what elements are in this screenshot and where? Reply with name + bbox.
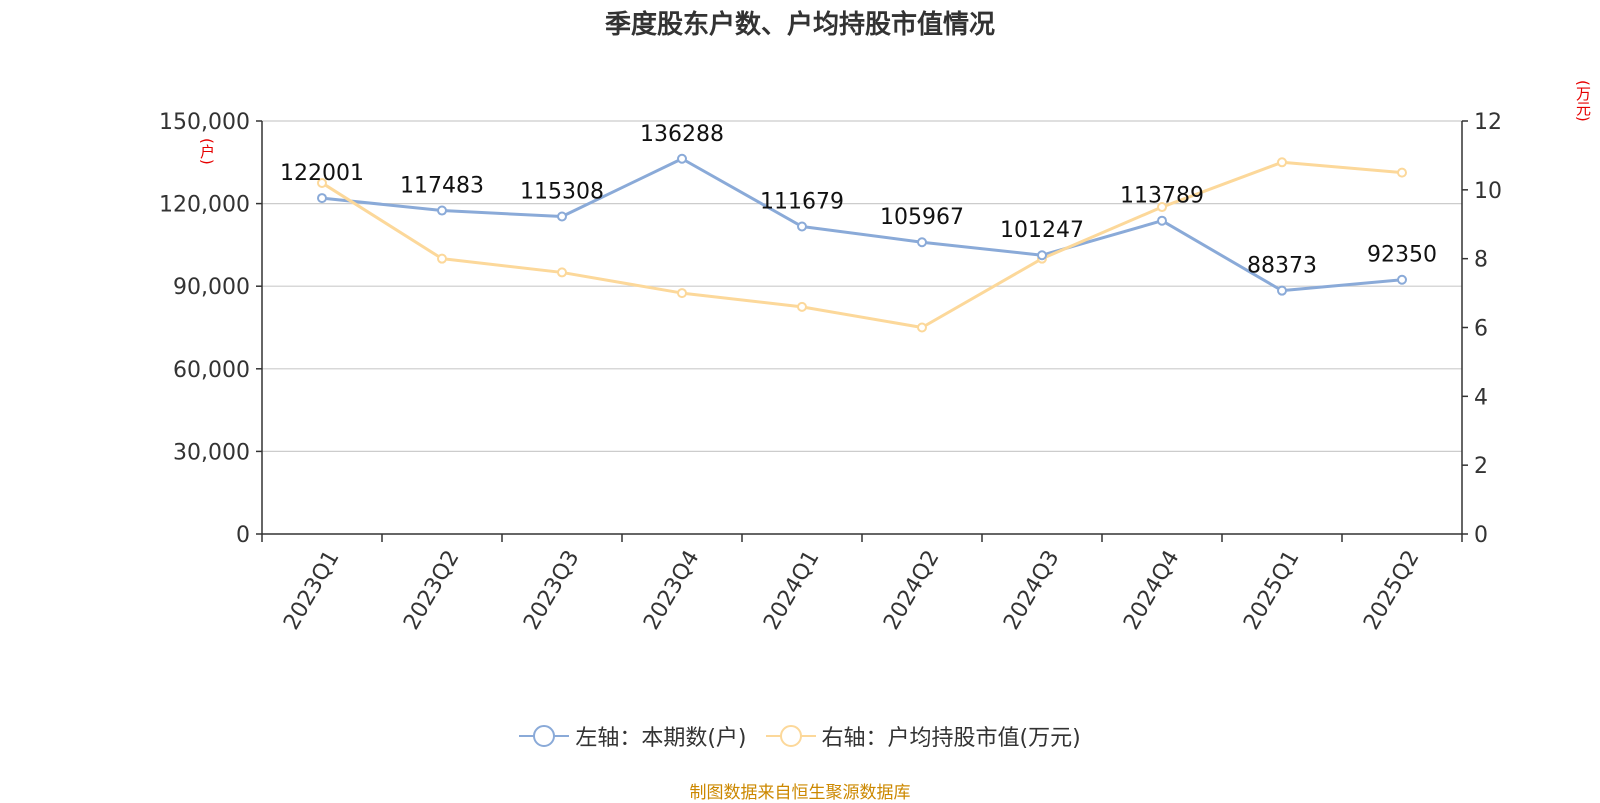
data-label: 115308 [520, 180, 604, 205]
data-label: 111679 [760, 190, 844, 215]
left-series-point [317, 193, 327, 204]
data-label: 122001 [280, 161, 364, 186]
left-series-point [797, 221, 807, 232]
left-series-point [557, 211, 567, 222]
right-tick-label: 8 [1474, 248, 1488, 273]
left-tick-label: 90,000 [173, 275, 250, 300]
left-tick-label: 60,000 [173, 358, 250, 383]
x-tick-label: 2025Q1 [1239, 546, 1304, 634]
x-tick-label: 2023Q4 [639, 546, 704, 634]
right-series-line [321, 160, 1403, 329]
right-series-point [797, 301, 807, 312]
left-series-line [321, 157, 1403, 293]
legend-swatch-left [519, 725, 570, 747]
right-series-point [1277, 157, 1287, 168]
data-label: 117483 [400, 174, 484, 199]
left-tick-label: 150,000 [159, 110, 250, 135]
x-tick-label: 2024Q3 [999, 546, 1064, 634]
left-series-point [437, 205, 447, 216]
left-series-point [1277, 285, 1287, 296]
x-tick-label: 2023Q3 [519, 546, 584, 634]
left-series-point [1037, 250, 1047, 261]
source-note: 制图数据来自恒生聚源数据库 [689, 783, 911, 803]
right-series-point [317, 177, 327, 188]
data-label: 105967 [880, 205, 964, 230]
x-tick-label: 2023Q1 [279, 546, 344, 634]
right-series-point [677, 288, 687, 299]
legend-swatch-right [765, 725, 816, 747]
left-tick-label: 0 [236, 523, 250, 548]
x-tick-label: 2023Q2 [399, 546, 464, 634]
x-tick-label: 2024Q4 [1119, 546, 1184, 634]
data-label: 92350 [1367, 243, 1437, 268]
left-series-point [917, 237, 927, 248]
left-series-point [1157, 215, 1167, 226]
right-tick-label: 6 [1474, 317, 1488, 342]
legend-label-right: 右轴：户均持股市值(万元) [821, 726, 1081, 751]
x-tick-label: 2024Q1 [759, 546, 824, 634]
legend-label-left: 左轴：本期数(户) [575, 726, 747, 751]
legend: 左轴：本期数(户) 右轴：户均持股市值(万元) [0, 720, 1600, 755]
left-series-point [677, 153, 687, 164]
right-series-point [1157, 202, 1167, 213]
chart-title: 季度股东户数、户均持股市值情况 [604, 10, 995, 40]
left-axis-unit: (户) [198, 138, 216, 165]
right-axis-unit: (万元) [1574, 80, 1592, 122]
right-tick-label: 4 [1474, 385, 1488, 410]
right-series-point [557, 267, 567, 278]
left-tick-label: 30,000 [173, 440, 250, 465]
left-tick-label: 120,000 [159, 193, 250, 218]
data-label: 136288 [640, 122, 724, 147]
legend-item-right[interactable]: 右轴：户均持股市值(万元) [765, 720, 1081, 752]
right-series-point [437, 253, 447, 264]
x-tick-label: 2025Q2 [1359, 546, 1424, 634]
left-series-point [1397, 274, 1407, 285]
right-tick-label: 0 [1474, 523, 1488, 548]
legend-item-left[interactable]: 左轴：本期数(户) [519, 720, 747, 752]
right-tick-label: 10 [1474, 179, 1502, 204]
right-tick-label: 12 [1474, 110, 1502, 135]
right-series-point [917, 322, 927, 333]
data-label: 113789 [1120, 184, 1204, 209]
x-tick-label: 2024Q2 [879, 546, 944, 634]
data-label: 101247 [1000, 218, 1084, 243]
right-tick-label: 2 [1474, 454, 1488, 479]
data-label: 88373 [1247, 254, 1317, 279]
right-series-point [1397, 167, 1407, 178]
